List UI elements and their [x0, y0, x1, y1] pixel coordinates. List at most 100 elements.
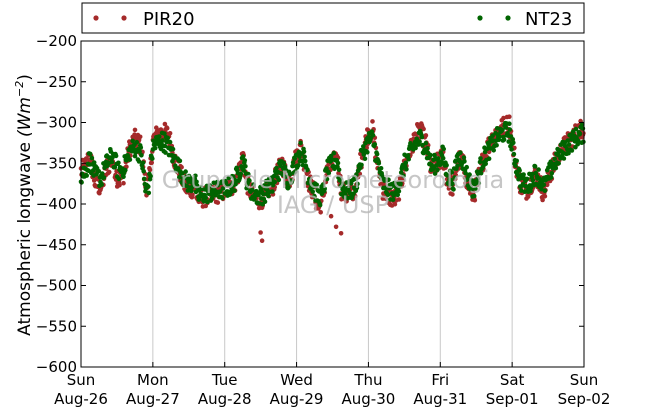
legend-label-nt23: NT23 — [525, 9, 572, 30]
data-point-nt23 — [79, 180, 84, 185]
data-point-nt23 — [146, 190, 152, 196]
data-point-nt23 — [511, 140, 516, 146]
data-point-nt23 — [193, 173, 198, 179]
data-point-pir20 — [190, 192, 195, 198]
data-point-nt23 — [179, 171, 185, 176]
data-point-nt23 — [519, 188, 524, 193]
y-axis-title-unit-exponent: −2 — [13, 81, 26, 97]
data-point-nt23 — [331, 150, 337, 156]
data-point-nt23 — [510, 137, 515, 142]
data-point-nt23 — [89, 155, 95, 161]
data-point-nt23 — [374, 151, 380, 157]
legend-marker-pir20 — [93, 15, 99, 21]
data-point-nt23 — [396, 189, 402, 194]
data-point-nt23 — [96, 169, 102, 174]
y-tick-label: −400 — [36, 195, 77, 213]
data-point-nt23 — [302, 154, 307, 160]
data-point-nt23 — [496, 137, 502, 143]
data-point-nt23 — [448, 178, 454, 183]
data-point-nt23 — [136, 159, 142, 164]
x-tick-label-date: Aug-31 — [413, 390, 467, 408]
data-point-nt23 — [485, 146, 490, 151]
data-point-nt23 — [580, 126, 586, 131]
data-point-pir20 — [147, 167, 153, 173]
data-point-nt23 — [511, 151, 517, 157]
data-point-nt23 — [362, 156, 368, 161]
data-point-nt23 — [507, 121, 512, 126]
data-point-nt23 — [189, 188, 194, 194]
data-point-pir20 — [392, 201, 398, 207]
data-point-nt23 — [177, 158, 183, 164]
data-point-nt23 — [576, 138, 581, 144]
data-point-nt23 — [278, 163, 283, 168]
data-point-pir20 — [450, 192, 455, 197]
data-point-nt23 — [370, 133, 376, 138]
data-point-nt23 — [292, 156, 298, 161]
data-point-pir20 — [132, 127, 138, 133]
data-point-nt23 — [250, 187, 255, 193]
data-point-nt23 — [146, 184, 151, 189]
data-point-nt23 — [276, 177, 282, 183]
data-point-nt23 — [220, 195, 225, 201]
data-point-nt23 — [577, 131, 583, 136]
data-point-nt23 — [566, 150, 571, 156]
y-tick-label: −600 — [36, 358, 77, 376]
data-point-nt23 — [289, 178, 295, 184]
data-point-nt23 — [361, 152, 367, 157]
data-point-pir20 — [137, 134, 143, 140]
data-point-nt23 — [87, 151, 93, 157]
data-point-nt23 — [124, 158, 129, 163]
data-point-nt23 — [260, 191, 266, 197]
data-point-nt23 — [290, 160, 296, 165]
data-point-nt23 — [581, 139, 586, 145]
x-axis: SunAug-26MonAug-27TueAug-28WedAug-29ThuA… — [54, 41, 610, 408]
data-point-nt23 — [532, 164, 538, 169]
data-point-nt23 — [156, 138, 161, 143]
data-point-nt23 — [286, 185, 291, 190]
x-tick-label-date: Aug-29 — [270, 390, 324, 408]
data-point-nt23 — [137, 149, 142, 154]
data-point-nt23 — [451, 187, 456, 192]
data-point-pir20 — [215, 200, 221, 205]
data-point-nt23 — [317, 202, 323, 208]
data-point-nt23 — [461, 155, 467, 160]
x-tick-label-day: Fri — [431, 371, 449, 389]
data-point-nt23 — [507, 127, 513, 132]
data-point-nt23 — [398, 170, 404, 175]
y-axis: −600 −550 −500 −450 −400 −350 −300 −250 −200 — [36, 32, 584, 376]
x-tick-label-day: Sat — [500, 371, 525, 389]
watermark-line-2: IAG / USP — [277, 191, 389, 219]
data-point-nt23 — [401, 173, 406, 179]
data-point-nt23 — [281, 160, 287, 166]
data-point-nt23 — [326, 170, 332, 176]
x-tick-label-day: Wed — [280, 371, 313, 389]
data-point-pir20 — [421, 126, 426, 132]
data-point-nt23 — [403, 160, 409, 166]
x-tick-label-day: Thu — [353, 371, 382, 389]
data-point-nt23 — [376, 161, 382, 166]
data-point-nt23 — [450, 181, 455, 187]
data-point-nt23 — [530, 178, 536, 183]
data-point-nt23 — [462, 159, 467, 164]
data-point-nt23 — [270, 189, 275, 194]
y-tick-label: −200 — [36, 32, 77, 50]
data-point-pir20 — [542, 194, 548, 199]
y-tick-label: −550 — [36, 317, 77, 335]
data-point-nt23 — [305, 167, 310, 173]
data-point-nt23 — [324, 176, 330, 182]
data-point-nt23 — [395, 192, 401, 198]
data-point-nt23 — [413, 145, 418, 151]
data-point-nt23 — [130, 138, 135, 144]
data-point-nt23 — [398, 181, 403, 187]
data-point-nt23 — [247, 178, 252, 183]
data-point-nt23 — [386, 177, 391, 182]
data-point-nt23 — [528, 185, 534, 191]
x-tick-label-day: Sun — [570, 371, 599, 389]
data-point-nt23 — [141, 169, 146, 174]
data-point-pir20 — [91, 178, 97, 183]
data-point-pir20 — [472, 197, 478, 203]
x-tick-label-date: Aug-30 — [342, 390, 396, 408]
data-point-nt23 — [148, 173, 153, 179]
data-point-nt23 — [444, 173, 450, 178]
